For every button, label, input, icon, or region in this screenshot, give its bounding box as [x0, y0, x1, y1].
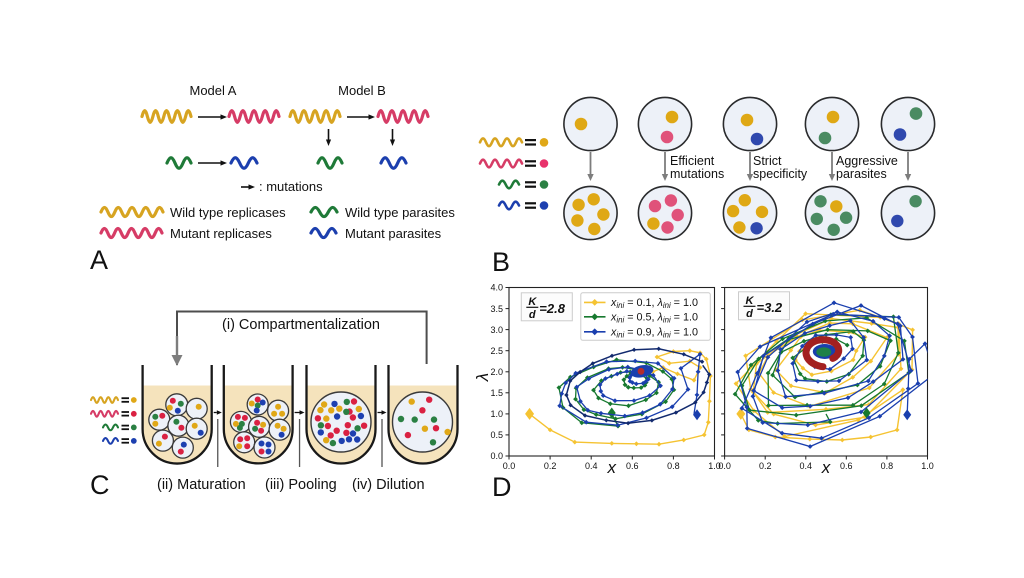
svg-text:C: C: [90, 470, 110, 500]
svg-text:λ: λ: [473, 373, 492, 382]
svg-text:0.4: 0.4: [585, 461, 598, 471]
svg-text:Strict: Strict: [753, 154, 782, 168]
svg-text:(iv) Dilution: (iv) Dilution: [352, 477, 425, 493]
svg-text:2.5: 2.5: [490, 346, 503, 356]
svg-text:0.5: 0.5: [490, 430, 503, 440]
svg-text:xini = 0.5, λini = 1.0: xini = 0.5, λini = 1.0: [610, 311, 698, 324]
svg-text:0.4: 0.4: [800, 461, 813, 471]
svg-text:0.0: 0.0: [503, 461, 516, 471]
svg-text:=2.8: =2.8: [539, 301, 565, 316]
svg-text:0.0: 0.0: [718, 461, 731, 471]
svg-text:x: x: [821, 458, 831, 477]
svg-text:=3.2: =3.2: [757, 300, 783, 315]
svg-text:(ii) Maturation: (ii) Maturation: [157, 477, 246, 493]
svg-text:xini = 0.1, λini = 1.0: xini = 0.1, λini = 1.0: [610, 297, 698, 310]
svg-text:d: d: [529, 309, 536, 321]
svg-text:Efficient: Efficient: [670, 154, 715, 168]
svg-text:specificity: specificity: [753, 167, 808, 181]
svg-text:Wild type replicases: Wild type replicases: [170, 205, 286, 220]
svg-text:A: A: [90, 245, 108, 275]
svg-text:0.2: 0.2: [759, 461, 772, 471]
svg-text:Model B: Model B: [338, 83, 386, 98]
svg-text:1.5: 1.5: [490, 388, 503, 398]
svg-text:K: K: [528, 296, 537, 308]
svg-text:Mutant parasites: Mutant parasites: [345, 226, 442, 241]
svg-text:3.5: 3.5: [490, 304, 503, 314]
svg-text:xini = 0.9, λini = 1.0: xini = 0.9, λini = 1.0: [610, 326, 698, 339]
svg-text:mutations: mutations: [670, 167, 724, 181]
svg-text:parasites: parasites: [836, 167, 887, 181]
svg-text:4.0: 4.0: [490, 283, 503, 293]
svg-text:0.2: 0.2: [544, 461, 557, 471]
svg-text:1.0: 1.0: [708, 461, 721, 471]
svg-text:0.8: 0.8: [881, 461, 894, 471]
svg-text:: mutations: : mutations: [259, 179, 323, 194]
svg-text:B: B: [492, 247, 510, 277]
svg-text:Aggressive: Aggressive: [836, 154, 898, 168]
svg-text:(iii) Pooling: (iii) Pooling: [265, 477, 337, 493]
svg-text:D: D: [492, 472, 512, 502]
svg-text:1.0: 1.0: [921, 461, 934, 471]
svg-text:Mutant replicases: Mutant replicases: [170, 226, 272, 241]
svg-text:d: d: [746, 308, 753, 320]
svg-text:Model A: Model A: [190, 83, 237, 98]
svg-text:(i) Compartmentalization: (i) Compartmentalization: [222, 317, 380, 333]
svg-text:K: K: [746, 295, 755, 307]
svg-text:x: x: [607, 458, 617, 477]
svg-text:0.6: 0.6: [840, 461, 853, 471]
svg-text:0.0: 0.0: [490, 451, 503, 461]
svg-text:Wild type parasites: Wild type parasites: [345, 205, 455, 220]
svg-text:1.0: 1.0: [490, 409, 503, 419]
svg-text:0.6: 0.6: [626, 461, 639, 471]
svg-text:2.0: 2.0: [490, 367, 503, 377]
svg-text:3.0: 3.0: [490, 325, 503, 335]
svg-text:0.8: 0.8: [667, 461, 680, 471]
